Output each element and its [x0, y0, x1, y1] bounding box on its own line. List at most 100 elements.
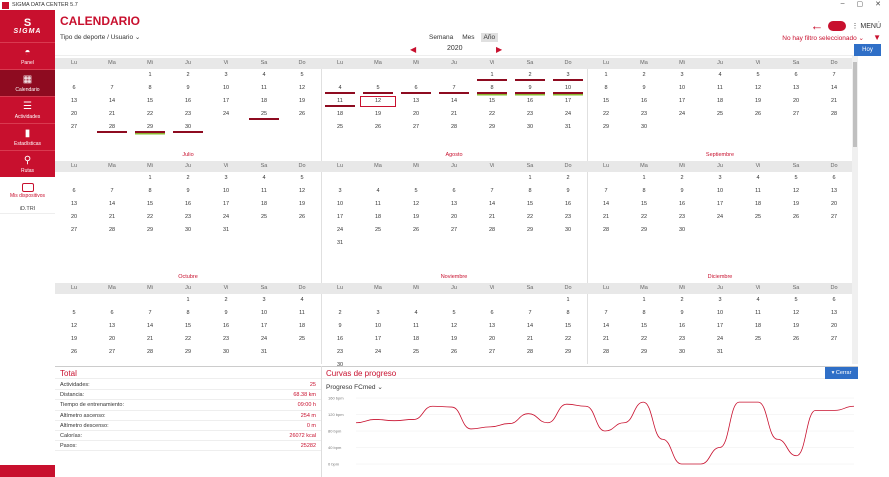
calendar-day[interactable]: 15 — [640, 201, 648, 207]
calendar-day[interactable]: 22 — [564, 336, 572, 342]
calendar-day[interactable]: 21 — [108, 111, 116, 117]
calendar-day[interactable]: 12 — [298, 85, 306, 91]
calendar-day[interactable]: 22 — [640, 214, 648, 220]
calendar-day[interactable]: 2 — [511, 69, 549, 82]
calendar-day[interactable]: 3 — [718, 297, 722, 303]
calendar-day[interactable]: 16 — [564, 201, 572, 207]
calendar-day[interactable]: 28 — [488, 227, 496, 233]
calendar-day[interactable]: 26 — [754, 111, 762, 117]
calendar-day[interactable]: 15 — [526, 201, 534, 207]
calendar-day[interactable]: 9 — [186, 188, 190, 194]
calendar-day[interactable]: 12 — [792, 310, 800, 316]
calendar-day[interactable]: 30 — [184, 227, 192, 233]
calendar-day[interactable]: 20 — [70, 111, 78, 117]
calendar-day[interactable]: 18 — [754, 201, 762, 207]
calendar-day[interactable]: 7 — [604, 188, 608, 194]
calendar-day[interactable]: 29 — [146, 227, 154, 233]
calendar-day[interactable]: 4 — [376, 188, 380, 194]
calendar-day[interactable]: 9 — [511, 82, 549, 95]
calendar-day[interactable]: 28 — [526, 349, 534, 355]
calendar-day[interactable]: 22 — [146, 214, 154, 220]
calendar-day[interactable]: 2 — [680, 297, 684, 303]
calendar-day[interactable]: 17 — [678, 98, 686, 104]
calendar-day[interactable]: 11 — [375, 201, 381, 207]
calendar-day[interactable]: 6 — [832, 297, 836, 303]
calendar-day[interactable]: 20 — [488, 336, 496, 342]
calendar-day[interactable]: 21 — [450, 111, 458, 117]
calendar-day[interactable]: 5 — [794, 297, 798, 303]
calendar-day[interactable]: 15 — [146, 201, 154, 207]
calendar-day[interactable]: 30 — [336, 362, 344, 368]
calendar-day[interactable]: 16 — [526, 98, 534, 104]
calendar-day[interactable]: 10 — [549, 82, 587, 95]
calendar-day[interactable]: 30 — [640, 124, 648, 130]
calendar-day[interactable]: 11 — [755, 188, 761, 194]
close-panel-button[interactable]: ▾ Cerrar — [825, 367, 858, 379]
calendar-day[interactable]: 24 — [374, 349, 382, 355]
calendar-day[interactable]: 20 — [830, 201, 838, 207]
calendar-day[interactable]: 4 — [262, 72, 266, 78]
calendar-day[interactable]: 20 — [412, 111, 420, 117]
calendar-day[interactable]: 9 — [338, 323, 342, 329]
calendar-day[interactable]: 2 — [680, 175, 684, 181]
calendar-day[interactable]: 4 — [321, 82, 359, 95]
calendar-day[interactable]: 3 — [680, 72, 684, 78]
calendar-day[interactable]: 3 — [338, 188, 342, 194]
sidebar-item-actividades[interactable]: ☰ Actividades — [0, 96, 55, 123]
calendar-day[interactable]: 25 — [298, 336, 306, 342]
calendar-day[interactable]: 2 — [566, 175, 570, 181]
calendar-day[interactable]: 3 — [262, 297, 266, 303]
calendar-day[interactable]: 27 — [70, 227, 78, 233]
sport-user-filter-dropdown[interactable]: Tipo de deporte / Usuario ⌄ — [60, 34, 141, 41]
calendar-day[interactable]: 23 — [678, 214, 686, 220]
calendar-day[interactable]: 15 — [602, 98, 610, 104]
calendar-day[interactable]: 9 — [642, 85, 646, 91]
progress-metric-dropdown[interactable]: Progreso FCmed ⌄ — [326, 384, 383, 391]
calendar-day[interactable]: 6 — [72, 85, 76, 91]
calendar-day[interactable]: 26 — [450, 349, 458, 355]
calendar-day[interactable]: 16 — [222, 323, 230, 329]
calendar-day[interactable]: 13 — [450, 201, 458, 207]
calendar-day[interactable]: 16 — [678, 201, 686, 207]
calendar-day[interactable]: 29 — [488, 124, 496, 130]
calendar-day[interactable]: 18 — [374, 214, 382, 220]
calendar-day[interactable]: 25 — [754, 214, 762, 220]
calendar-day[interactable]: 29 — [640, 349, 648, 355]
calendar-day[interactable]: 5 — [72, 310, 76, 316]
calendar-day[interactable]: 12 — [412, 201, 420, 207]
calendar-day[interactable]: 8 — [186, 310, 190, 316]
calendar-day[interactable]: 17 — [716, 201, 724, 207]
calendar-day[interactable]: 7 — [604, 310, 608, 316]
calendar-day[interactable]: 9 — [680, 188, 684, 194]
calendar-day[interactable]: 30 — [222, 349, 230, 355]
calendar-day[interactable]: 22 — [602, 111, 610, 117]
calendar-day[interactable]: 12 — [792, 188, 800, 194]
calendar-day[interactable]: 6 — [794, 72, 798, 78]
calendar-day[interactable]: 19 — [70, 336, 78, 342]
calendar-day[interactable]: 5 — [300, 72, 304, 78]
calendar-day[interactable]: 21 — [602, 214, 610, 220]
calendar-day[interactable]: 15 — [488, 98, 496, 104]
calendar-day[interactable]: 29 — [640, 227, 648, 233]
calendar-day[interactable]: 4 — [300, 297, 304, 303]
calendar-day[interactable]: 20 — [108, 336, 116, 342]
calendar-day[interactable]: 17 — [336, 214, 344, 220]
calendar-day[interactable]: 26 — [792, 214, 800, 220]
calendar-day[interactable]: 9 — [186, 85, 190, 91]
calendar-day[interactable]: 14 — [450, 98, 458, 104]
calendar-day[interactable]: 22 — [640, 336, 648, 342]
calendar-day[interactable]: 31 — [716, 349, 724, 355]
calendar-day[interactable]: 17 — [564, 98, 572, 104]
device-item[interactable]: iD.TRI — [0, 204, 55, 214]
calendar-day[interactable]: 5 — [359, 82, 397, 95]
calendar-day[interactable]: 21 — [526, 336, 534, 342]
calendar-day[interactable]: 8 — [566, 310, 570, 316]
calendar-day[interactable]: 21 — [602, 336, 610, 342]
calendar-day[interactable]: 10 — [678, 85, 686, 91]
calendar-day[interactable]: 10 — [716, 310, 724, 316]
calendar-day[interactable]: 2 — [186, 175, 190, 181]
calendar-day[interactable]: 1 — [604, 72, 608, 78]
calendar-day[interactable]: 24 — [678, 111, 686, 117]
calendar-day[interactable]: 31 — [564, 124, 572, 130]
menu-button[interactable]: ⋮ MENÚ — [851, 22, 881, 30]
